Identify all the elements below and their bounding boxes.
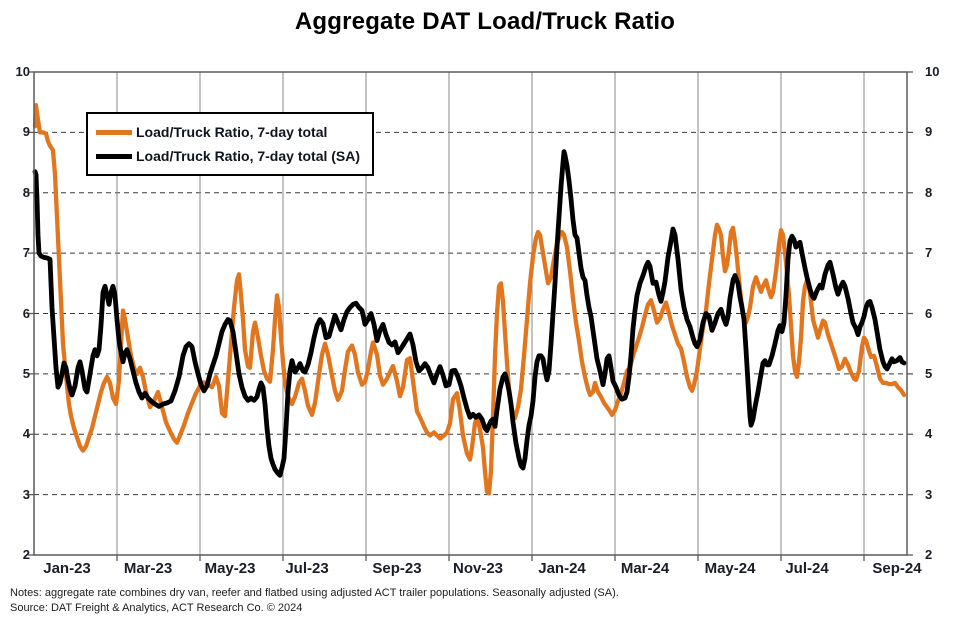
xtick-label-Jan-24: Jan-24: [538, 560, 586, 577]
ytick-right-label-9: 9: [925, 124, 933, 140]
ytick-right-label-6: 6: [925, 305, 933, 321]
ytick-right-label-10: 10: [925, 64, 940, 79]
ytick-right-label-7: 7: [925, 245, 933, 261]
series-line-total-sa: [32, 149, 907, 478]
ytick-left-label-9: 9: [22, 124, 30, 140]
ytick-right-label-4: 4: [925, 426, 933, 442]
legend: Load/Truck Ratio, 7-day total Load/Truck…: [86, 112, 375, 176]
plot-area: [28, 71, 913, 561]
ytick-left-label-6: 6: [22, 305, 30, 321]
xtick-label-May-23: May-23: [204, 560, 256, 577]
ytick-left-label-5: 5: [22, 365, 30, 381]
ytick-left-label-2: 2: [22, 547, 30, 562]
legend-item-total: Load/Truck Ratio, 7-day total: [96, 120, 360, 144]
chart-notes: Notes: aggregate rate combines dry van, …: [10, 587, 619, 599]
xtick-label-Jul-23: Jul-23: [285, 560, 329, 577]
black-line-swatch-icon: [96, 153, 132, 159]
xtick-label-May-24: May-24: [704, 560, 756, 577]
ytick-left-label-10: 10: [15, 64, 30, 79]
orange-line-swatch-icon: [96, 129, 132, 135]
xtick-label-Nov-23: Nov-23: [452, 560, 504, 577]
xtick-label-Jul-24: Jul-24: [785, 560, 829, 577]
legend-label: Load/Truck Ratio, 7-day total (SA): [136, 148, 361, 164]
chart-title: Aggregate DAT Load/Truck Ratio: [294, 8, 676, 35]
xtick-label-Sep-23: Sep-23: [372, 560, 422, 577]
xtick-label-Mar-23: Mar-23: [123, 560, 173, 577]
ytick-left-label-4: 4: [22, 426, 30, 442]
ytick-left-label-8: 8: [22, 184, 30, 200]
xtick-label-Sep-24: Sep-24: [872, 560, 922, 577]
ytick-right-label-3: 3: [925, 486, 933, 502]
xtick-label-Mar-24: Mar-24: [620, 560, 670, 577]
ytick-right-label-8: 8: [925, 184, 933, 200]
ytick-right-label-2: 2: [925, 547, 933, 562]
ytick-left-label-7: 7: [22, 245, 30, 261]
chart-source: Source: DAT Freight & Analytics, ACT Res…: [10, 602, 303, 614]
xtick-label-Jan-23: Jan-23: [43, 560, 91, 577]
series-line-total: [32, 103, 907, 496]
ytick-right-label-5: 5: [925, 365, 933, 381]
plot-border: [33, 71, 908, 556]
ytick-left-label-3: 3: [22, 486, 30, 502]
chart-canvas: [28, 71, 913, 561]
legend-label: Load/Truck Ratio, 7-day total: [136, 124, 328, 140]
legend-item-total-sa: Load/Truck Ratio, 7-day total (SA): [96, 144, 360, 168]
